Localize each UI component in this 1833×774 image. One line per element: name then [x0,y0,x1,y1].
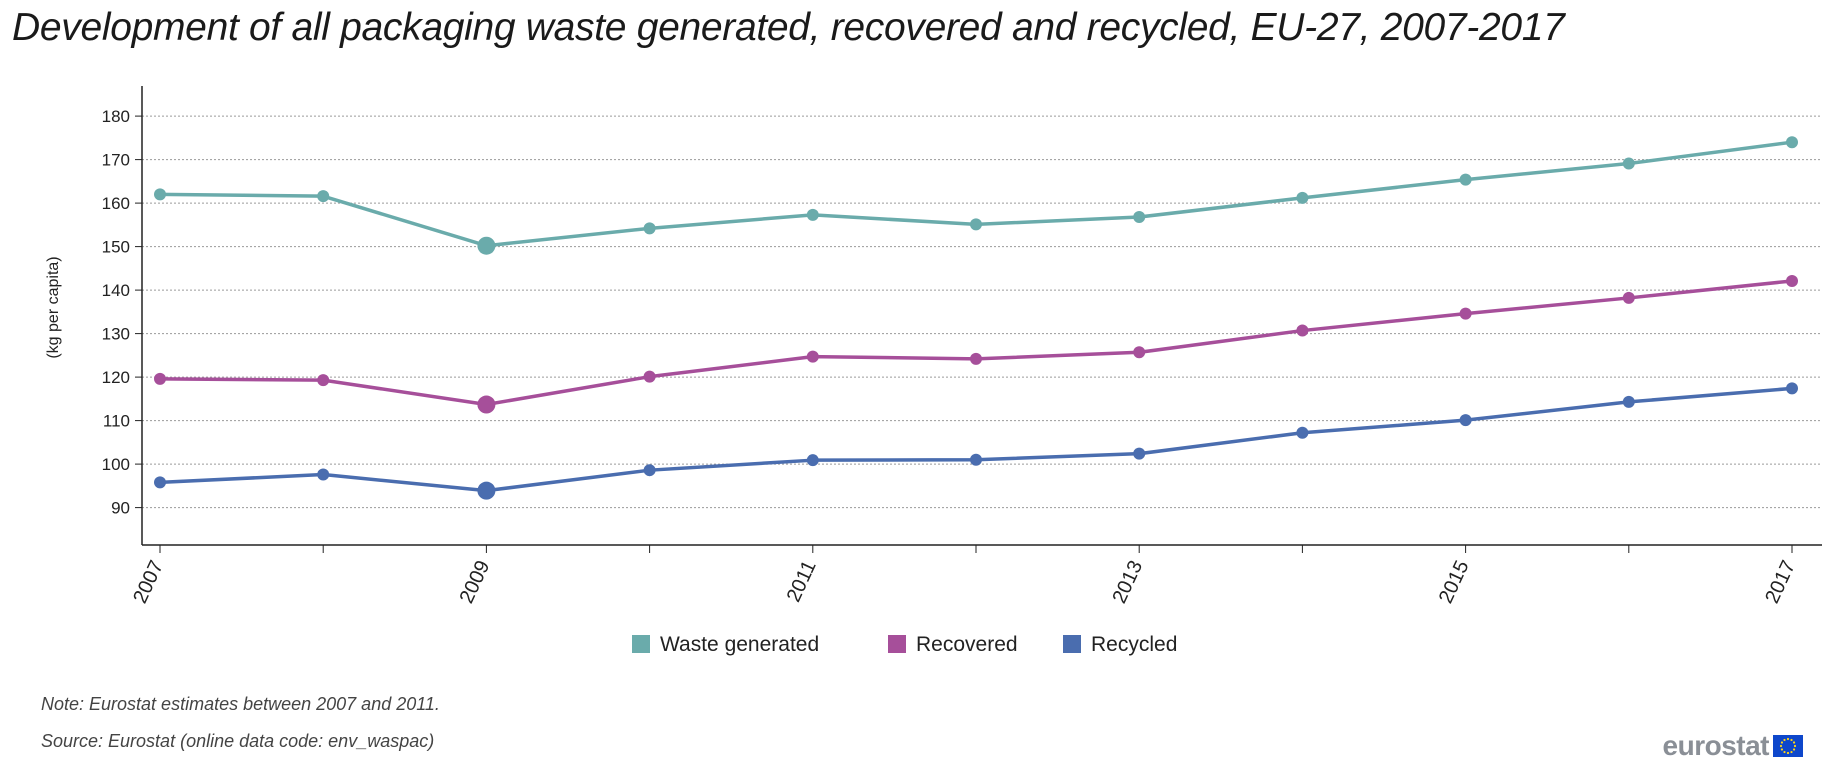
data-point[interactable] [1133,447,1146,460]
data-point[interactable] [970,352,982,365]
data-point[interactable] [477,481,496,500]
source-text: Source: Eurostat (online data code: env_… [41,731,435,751]
data-point[interactable] [477,395,496,414]
legend-swatch [1063,635,1081,653]
y-tick-label: 170 [102,151,130,170]
y-tick-label: 160 [102,194,130,213]
data-point[interactable] [970,218,982,231]
y-axis-label: (kg per capita) [45,256,62,358]
y-tick-label: 140 [102,281,130,300]
eurostat-logo: eurostat [1663,730,1803,762]
data-point[interactable] [154,476,166,489]
data-point[interactable] [1459,414,1472,427]
flag-star [1783,750,1786,754]
data-point[interactable] [1296,426,1309,439]
data-point[interactable] [317,468,330,481]
data-point[interactable] [643,222,656,235]
y-tick-label: 120 [102,368,130,387]
gridlines [142,115,1822,509]
legend: Waste generated Recovered Recycled [632,633,1177,656]
flag-star [1790,750,1793,754]
logo-wordmark: eurostat [1662,730,1770,761]
flag-star [1790,738,1793,742]
data-point[interactable] [1622,157,1635,170]
data-point[interactable] [1786,382,1798,395]
data-point[interactable] [1786,136,1798,149]
flag-star [1792,748,1796,751]
x-tick-label: 2017 [1761,557,1800,607]
eu-flag-icon [1773,735,1803,757]
flag-star [1779,744,1783,748]
data-point[interactable] [806,208,819,221]
data-point[interactable] [1296,324,1309,337]
series-lines [154,136,1798,500]
flag-star [1780,741,1784,744]
data-point[interactable] [1459,307,1472,320]
x-tick-label: 2007 [129,557,168,607]
y-tick-label: 150 [102,238,130,257]
data-point[interactable] [1786,274,1798,287]
legend-swatch [632,635,650,653]
data-point[interactable] [1296,191,1309,204]
x-tick-label: 2011 [783,557,821,605]
data-point[interactable] [1622,395,1635,408]
axes: 90 100 110 120 130 140 150 160 170 180 2007 2009 201… [45,86,1822,607]
data-point[interactable] [643,464,656,477]
line-chart: 90 100 110 120 130 140 150 160 170 180 2007 2009 201… [45,86,1822,656]
data-point[interactable] [477,236,496,255]
data-point[interactable] [806,454,819,467]
legend-label[interactable]: Recycled [1091,633,1177,656]
flag-star [1783,738,1786,742]
y-tick-label: 130 [102,325,130,344]
data-point[interactable] [317,374,330,387]
data-point[interactable] [970,453,982,466]
y-tick-label: 100 [102,455,130,474]
data-point[interactable] [1459,173,1472,186]
y-tick-label: 90 [111,499,130,518]
series-line-1 [159,279,1793,407]
flag-background [1773,735,1803,757]
legend-label[interactable]: Recovered [916,633,1018,656]
note-text: Note: Eurostat estimates between 2007 an… [41,694,440,714]
flag-star [1786,737,1790,741]
y-tick-label: 180 [102,107,130,126]
legend-label[interactable]: Waste generated [660,633,819,656]
data-point[interactable] [154,372,166,385]
flag-star [1793,744,1797,748]
series-line-2 [159,386,1793,493]
data-point[interactable] [1133,211,1146,224]
x-tick-label: 2013 [1108,557,1147,607]
data-point[interactable] [1133,346,1146,359]
x-tick-label: 2009 [456,557,495,607]
flag-star [1780,748,1784,751]
data-point[interactable] [643,370,656,383]
data-point[interactable] [1622,291,1635,304]
chart-title: Development of all packaging waste gener… [12,6,1565,49]
data-point[interactable] [154,188,166,201]
x-tick-label: 2015 [1435,557,1474,607]
legend-swatch [888,635,906,653]
flag-star [1786,751,1790,755]
y-tick-label: 110 [103,412,130,431]
data-point[interactable] [317,190,330,203]
flag-star [1792,741,1796,744]
data-point[interactable] [806,350,819,363]
